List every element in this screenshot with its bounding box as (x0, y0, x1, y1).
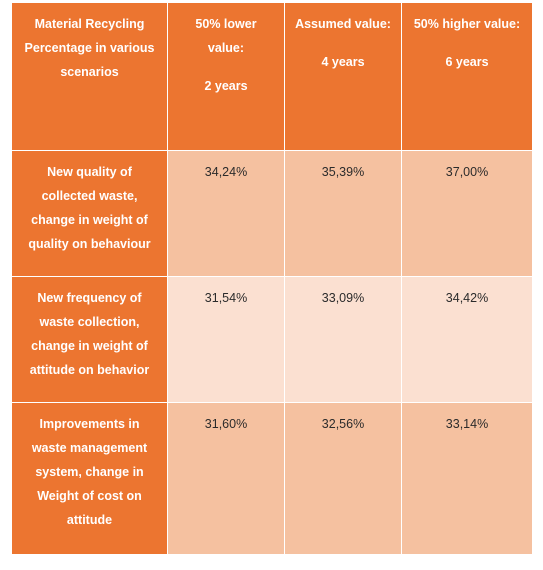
header-corner-line: scenarios (60, 65, 119, 79)
row-label: Improvements in waste management system,… (11, 402, 168, 555)
row-label-line: waste management (31, 441, 148, 455)
row-label-line: change in weight of (31, 339, 148, 353)
value-cell: 33,09% (284, 276, 402, 403)
row-label-line: change in weight of (31, 213, 148, 227)
scenario-table: Material Recycling Percentage in various… (11, 2, 533, 555)
row-label-line: attitude on behavior (29, 363, 150, 377)
row-label-line: Improvements in (39, 417, 140, 431)
header-row: Material Recycling Percentage in various… (11, 2, 533, 151)
header-assumed-years: 4 years (321, 55, 365, 69)
row-label-line: Weight of cost on (37, 489, 142, 503)
header-corner-cell: Material Recycling Percentage in various… (11, 2, 168, 151)
row-label-line: system, change in (35, 465, 144, 479)
row-label-line: collected waste, (41, 189, 138, 203)
value-cell: 31,60% (167, 402, 285, 555)
value-cell: 34,24% (167, 150, 285, 277)
table-row: New quality of collected waste, change i… (11, 150, 533, 277)
row-label-line: New quality of (47, 165, 132, 179)
row-label-line: New frequency of (37, 291, 142, 305)
header-higher-title: 50% higher value: (413, 17, 521, 31)
value-cell: 31,54% (167, 276, 285, 403)
header-assumed-value: Assumed value: 4 years (284, 2, 402, 151)
value-cell: 37,00% (401, 150, 533, 277)
value-cell: 34,42% (401, 276, 533, 403)
row-label-line: waste collection, (39, 315, 140, 329)
value-cell: 33,14% (401, 402, 533, 555)
row-label-line: quality on behaviour (28, 237, 151, 251)
header-lower-value: 50% lower value: 2 years (167, 2, 285, 151)
value-cell: 35,39% (284, 150, 402, 277)
header-corner-line: Percentage in various (24, 41, 155, 55)
row-label: New quality of collected waste, change i… (11, 150, 168, 277)
row-label: New frequency of waste collection, chang… (11, 276, 168, 403)
table-row: Improvements in waste management system,… (11, 402, 533, 555)
header-corner-line: Material Recycling (34, 17, 145, 31)
value-cell: 32,56% (284, 402, 402, 555)
header-assumed-title: Assumed value: (295, 17, 391, 31)
header-higher-value: 50% higher value: 6 years (401, 2, 533, 151)
row-label-line: attitude (66, 513, 113, 527)
header-higher-years: 6 years (445, 55, 489, 69)
table-row: New frequency of waste collection, chang… (11, 276, 533, 403)
header-lower-title: value: (207, 41, 245, 55)
header-lower-title: 50% lower (195, 17, 257, 31)
header-lower-years: 2 years (204, 79, 248, 93)
